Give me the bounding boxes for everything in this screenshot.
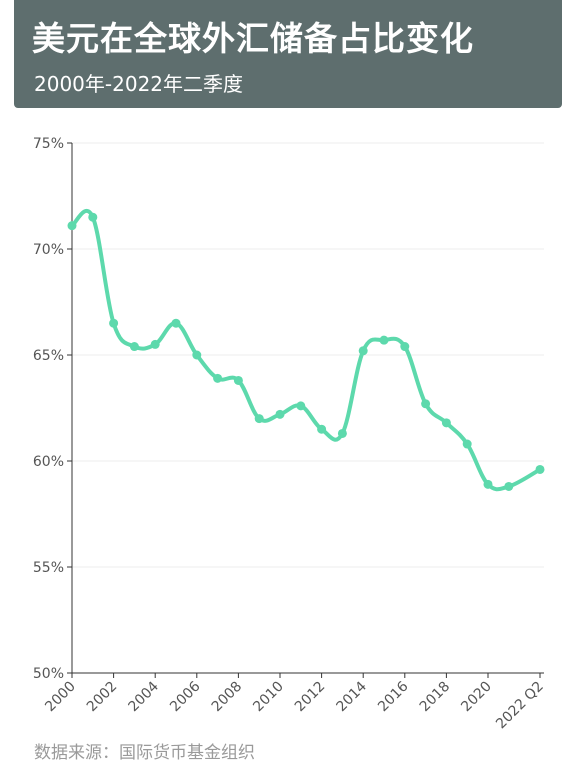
x-tick-label: 2010 xyxy=(250,679,287,716)
data-point xyxy=(421,399,431,409)
data-point xyxy=(358,346,368,356)
data-point xyxy=(275,409,285,419)
data-point xyxy=(535,464,545,474)
data-point xyxy=(129,342,139,352)
x-tick-label: 2022 Q2 xyxy=(493,679,547,733)
data-point xyxy=(337,428,347,438)
data-point xyxy=(462,439,472,449)
x-tick-label: 2008 xyxy=(209,679,246,716)
data-point xyxy=(88,212,98,222)
x-tick-label: 2016 xyxy=(375,678,412,715)
data-point xyxy=(379,335,389,345)
data-point xyxy=(213,373,223,383)
data-source-note: 数据来源：国际货币基金组织 xyxy=(34,743,255,763)
chart-title: 美元在全球外汇储备占比变化 xyxy=(32,19,474,58)
data-point xyxy=(171,318,181,328)
y-tick-label: 60% xyxy=(33,454,64,470)
data-point xyxy=(441,418,451,428)
x-tick-label: 2018 xyxy=(417,679,454,716)
data-point xyxy=(483,479,493,489)
data-point xyxy=(150,339,160,349)
chart-subtitle: 2000年-2022年二季度 xyxy=(34,72,244,96)
y-tick-label: 65% xyxy=(33,348,64,364)
y-tick-label: 50% xyxy=(33,666,64,682)
data-point xyxy=(233,375,243,385)
data-point xyxy=(296,401,306,411)
x-tick-label: 2000 xyxy=(42,679,79,716)
data-point xyxy=(109,318,119,328)
data-point xyxy=(504,481,514,491)
data-point xyxy=(317,424,327,434)
x-tick-label: 2004 xyxy=(126,678,163,715)
line-chart: 50%55%60%65%70%75%2000 2002 2004 2006 2008 20… xyxy=(33,136,547,733)
x-tick-label: 2006 xyxy=(167,678,204,715)
data-point xyxy=(192,350,202,360)
data-point xyxy=(254,414,264,424)
x-tick-label: 2014 xyxy=(334,678,371,715)
x-tick-label: 2012 xyxy=(292,679,329,716)
x-tick-label: 2020 xyxy=(458,679,495,716)
y-tick-label: 70% xyxy=(33,242,64,258)
y-tick-label: 75% xyxy=(33,136,64,152)
y-tick-label: 55% xyxy=(33,560,64,576)
data-point xyxy=(400,342,410,352)
data-point xyxy=(67,221,77,231)
title-banner: 美元在全球外汇储备占比变化 2000年-2022年二季度 xyxy=(14,0,562,108)
x-tick-label: 2002 xyxy=(84,679,121,716)
